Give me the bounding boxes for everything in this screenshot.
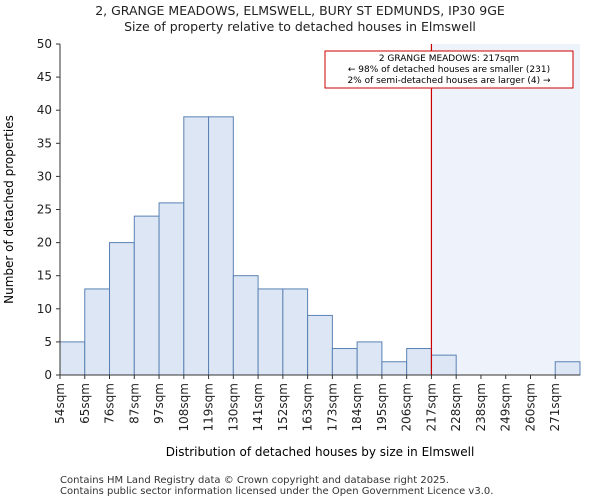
y-tick-label: 50	[37, 37, 52, 51]
bar	[183, 116, 210, 376]
x-tick-label: 206sqm	[400, 383, 414, 431]
x-tick-label: 195sqm	[375, 383, 389, 431]
x-tick-label: 249sqm	[499, 383, 513, 431]
y-tick-label: 5	[44, 335, 52, 349]
x-tick-label: 76sqm	[103, 383, 117, 424]
y-tick-label: 15	[37, 269, 52, 283]
annotation-line-3: 2% of semi-detached houses are larger (4…	[347, 76, 551, 86]
x-tick-label: 217sqm	[424, 383, 438, 431]
y-tick-label: 10	[37, 302, 52, 316]
bar	[282, 288, 309, 376]
bar	[406, 348, 432, 376]
bar	[356, 341, 383, 376]
y-tick-label: 35	[37, 136, 52, 150]
bar	[381, 361, 408, 376]
y-axis-label: Number of detached properties	[2, 115, 16, 304]
y-tick-label: 20	[37, 236, 52, 250]
x-tick-label: 87sqm	[127, 383, 141, 424]
x-tick-label: 228sqm	[449, 383, 463, 431]
bar	[307, 314, 333, 376]
bar	[84, 288, 111, 376]
footer-line-1: Contains HM Land Registry data © Crown c…	[60, 475, 449, 486]
annotation-line-2: ← 98% of detached houses are smaller (23…	[348, 65, 550, 75]
bar	[109, 242, 135, 376]
y-tick-label: 25	[37, 203, 52, 217]
x-tick-label: 152sqm	[276, 383, 290, 431]
bar	[331, 348, 358, 376]
bar	[133, 215, 160, 376]
chart-title: 2, GRANGE MEADOWS, ELMSWELL, BURY ST EDM…	[95, 3, 505, 18]
y-tick-label: 40	[37, 103, 52, 117]
x-tick-label: 173sqm	[325, 383, 339, 431]
chart-subtitle: Size of property relative to detached ho…	[124, 19, 476, 34]
x-tick-label: 163sqm	[301, 383, 315, 431]
x-tick-label: 238sqm	[474, 383, 488, 431]
y-tick-label: 30	[37, 169, 52, 183]
bar	[232, 275, 259, 376]
x-tick-label: 141sqm	[251, 383, 265, 431]
bar	[430, 354, 457, 376]
x-tick-label: 97sqm	[152, 383, 166, 424]
bar	[257, 288, 284, 376]
x-tick-label: 119sqm	[202, 383, 216, 431]
bar	[554, 361, 581, 376]
highlight-region	[431, 44, 580, 375]
x-tick-label: 271sqm	[548, 383, 562, 431]
x-tick-label: 184sqm	[350, 383, 364, 431]
x-tick-label: 65sqm	[78, 383, 92, 424]
bar	[208, 116, 234, 376]
bar	[59, 341, 86, 376]
y-tick-label: 0	[44, 368, 52, 382]
annotation-line-1: 2 GRANGE MEADOWS: 217sqm	[379, 54, 519, 64]
x-tick-label: 130sqm	[226, 383, 240, 431]
annotation-box: 2 GRANGE MEADOWS: 217sqm ← 98% of detach…	[324, 50, 574, 89]
x-axis-label: Distribution of detached houses by size …	[166, 445, 475, 459]
bar	[158, 202, 185, 376]
y-tick-label: 45	[37, 70, 52, 84]
x-tick-label: 260sqm	[523, 383, 537, 431]
x-tick-label: 54sqm	[53, 383, 67, 424]
footer-line-2: Contains public sector information licen…	[60, 486, 494, 497]
x-tick-label: 108sqm	[177, 383, 191, 431]
